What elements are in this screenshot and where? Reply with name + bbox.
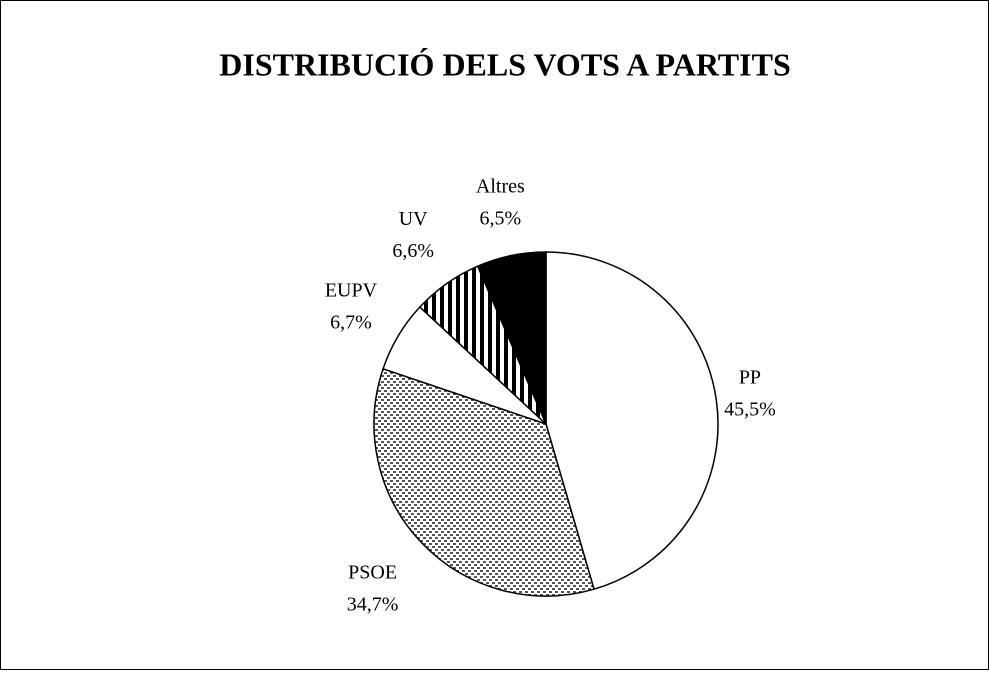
slice-label: PP	[739, 367, 761, 389]
slice-label: EUPV	[325, 279, 378, 301]
slice-label: UV	[399, 208, 428, 230]
slice-label: PSOE	[348, 562, 397, 584]
slice-value: 6,7%	[330, 311, 372, 333]
slice-value: 45,5%	[724, 399, 776, 421]
pie-slice	[476, 251, 547, 425]
chart-title: DISTRIBUCIÓ DELS VOTS A PARTITS	[219, 46, 790, 82]
slice-value: 6,5%	[480, 207, 522, 229]
pie-slice	[373, 367, 595, 597]
pie-slice	[545, 251, 719, 591]
slice-value: 6,6%	[392, 240, 434, 262]
slice-label: Altres	[476, 175, 525, 197]
slice-value: 34,7%	[347, 594, 399, 616]
